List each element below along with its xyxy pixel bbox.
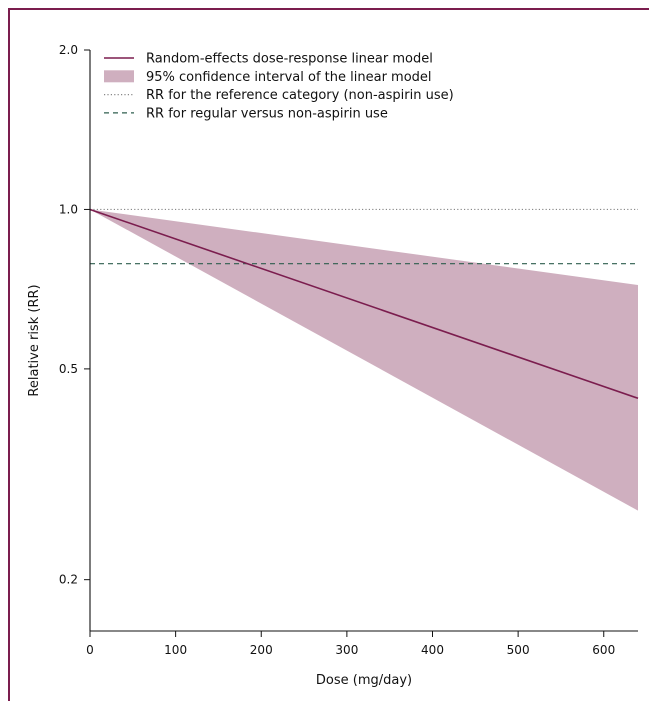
x-tick-label: 0 [86, 643, 94, 657]
legend-label: Random-effects dose-response linear mode… [146, 52, 433, 67]
reference-lines-layer [90, 208, 638, 265]
x-tick-label: 200 [250, 643, 273, 657]
ticks-layer: 0 100 200 300 400 500 600 0.2 0.5 1.0 2.0 [59, 43, 615, 657]
confidence-band [90, 209, 638, 511]
legend-swatch-band [104, 70, 134, 83]
axes-layer [89, 50, 638, 632]
legend-label: RR for the reference category (non-aspir… [146, 88, 454, 103]
y-tick-label: 2.0 [59, 43, 78, 57]
y-tick-label: 0.2 [59, 573, 78, 587]
y-tick-label: 0.5 [59, 362, 78, 376]
legend-label: RR for regular versus non-aspirin use [146, 106, 388, 121]
dose-response-line [89, 208, 639, 400]
series-lines-layer [89, 208, 639, 400]
x-tick-label: 600 [592, 643, 615, 657]
x-tick-label: 400 [421, 643, 444, 657]
legend: Random-effects dose-response linear mode… [104, 52, 454, 121]
y-axis-title: Relative risk (RR) [27, 284, 42, 396]
legend-label: 95% confidence interval of the linear mo… [146, 70, 432, 85]
x-tick-label: 300 [335, 643, 358, 657]
band-layer [90, 209, 638, 511]
x-tick-label: 100 [164, 643, 187, 657]
x-axis-title: Dose (mg/day) [316, 673, 412, 688]
y-tick-label: 1.0 [59, 202, 78, 216]
x-tick-label: 500 [507, 643, 530, 657]
